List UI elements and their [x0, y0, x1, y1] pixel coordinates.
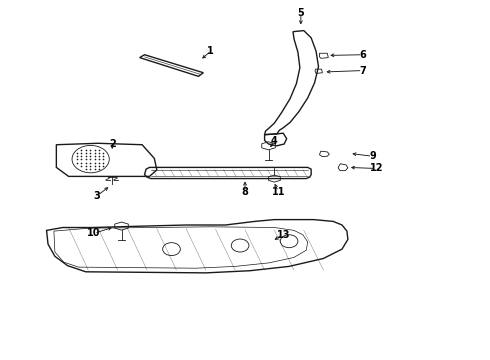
Text: 9: 9: [369, 151, 376, 161]
Text: 3: 3: [94, 191, 100, 201]
Text: 11: 11: [271, 186, 285, 197]
Text: 4: 4: [271, 136, 278, 146]
Text: 12: 12: [369, 163, 383, 174]
Text: 13: 13: [276, 230, 290, 240]
Text: 6: 6: [359, 50, 366, 60]
Text: 8: 8: [242, 186, 248, 197]
Text: 5: 5: [297, 8, 304, 18]
Text: 1: 1: [207, 46, 214, 56]
Text: 2: 2: [109, 139, 116, 149]
Text: 7: 7: [359, 66, 366, 76]
Text: 10: 10: [87, 228, 101, 238]
